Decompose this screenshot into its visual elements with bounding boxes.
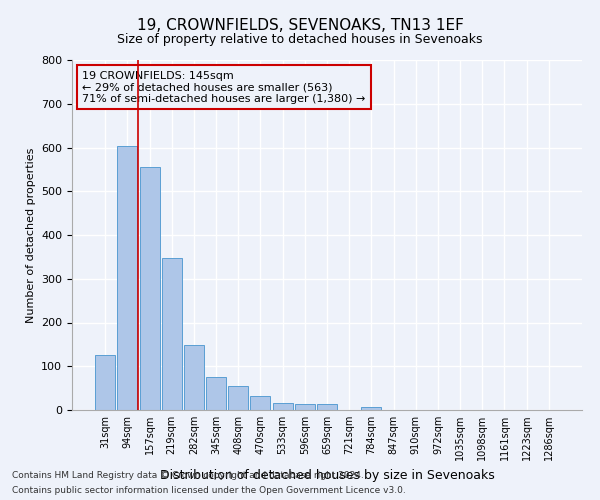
Bar (118, 146, 137, 410)
Text: Contains public sector information licensed under the Open Government Licence v3: Contains public sector information licen… (12, 486, 406, 495)
Bar (250, 396, 271, 410)
Bar (184, 345, 204, 410)
Bar (162, 258, 182, 410)
Text: Contains HM Land Registry data © Crown copyright and database right 2024.: Contains HM Land Registry data © Crown c… (12, 471, 364, 480)
Bar (317, 404, 337, 410)
Text: Size of property relative to detached houses in Sevenoaks: Size of property relative to detached ho… (117, 32, 483, 46)
X-axis label: Distribution of detached houses by size in Sevenoaks: Distribution of detached houses by size … (160, 468, 494, 481)
Bar (140, 167, 160, 410)
Bar (295, 404, 315, 410)
Bar (228, 386, 248, 410)
Bar (206, 377, 226, 410)
Text: 19, CROWNFIELDS, SEVENOAKS, TN13 1EF: 19, CROWNFIELDS, SEVENOAKS, TN13 1EF (137, 18, 463, 32)
Bar (95, 356, 115, 410)
Bar (272, 404, 293, 410)
Text: 19 CROWNFIELDS: 145sqm
← 29% of detached houses are smaller (563)
71% of semi-de: 19 CROWNFIELDS: 145sqm ← 29% of detached… (82, 70, 365, 104)
Y-axis label: Number of detached properties: Number of detached properties (26, 148, 35, 322)
Bar (361, 406, 382, 410)
